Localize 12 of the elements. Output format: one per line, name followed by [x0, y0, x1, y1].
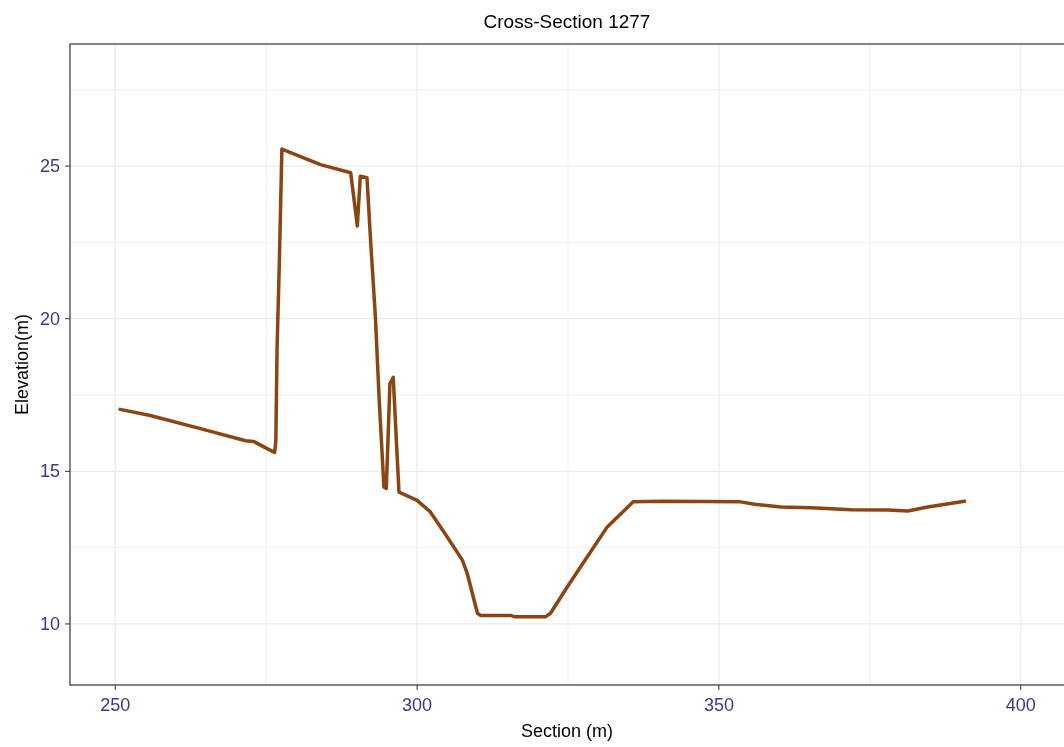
chart-title: Cross-Section 1277: [483, 11, 651, 32]
line-series: [118, 147, 967, 619]
x-tick-label: 350: [703, 695, 734, 715]
y-tick-label: 10: [39, 613, 60, 634]
x-tick-label: 400: [1005, 695, 1036, 715]
y-tick-label: 25: [39, 156, 60, 177]
y-axis-title: Elevation(m): [12, 313, 32, 416]
x-tick-label: 300: [402, 695, 433, 715]
x-axis-title: Section (m): [520, 721, 614, 741]
y-tick-label: 20: [39, 308, 60, 329]
x-tick-label: 250: [100, 695, 131, 715]
y-tick-label: 15: [39, 461, 60, 482]
